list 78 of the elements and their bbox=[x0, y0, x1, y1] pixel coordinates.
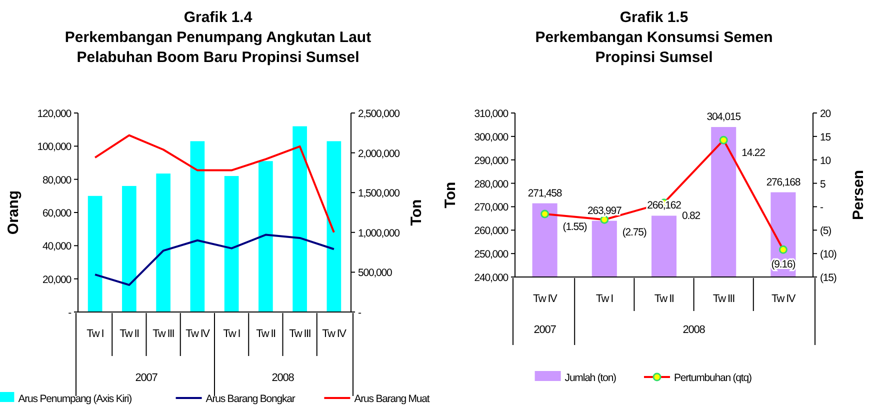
data-label: (1.55) bbox=[562, 220, 587, 233]
y2-tick-label: - bbox=[358, 307, 362, 319]
x-tick-label: Tw III bbox=[712, 293, 736, 305]
x-tick-label: Tw III bbox=[152, 328, 175, 340]
data-label: 304,015 bbox=[706, 111, 742, 124]
y2-tick-label: (10) bbox=[820, 248, 836, 261]
y2-tick-label: 2,500,000 bbox=[358, 108, 400, 120]
x-tick-label: Tw I bbox=[223, 328, 241, 340]
data-label: 14.22 bbox=[742, 147, 766, 160]
text: 2007 bbox=[135, 372, 158, 384]
chart-subtitle: Perkembangan Penumpang Angkutan Laut Pelabuhan Boom Baru Propinsi Sumsel bbox=[64, 29, 372, 66]
y-tick-label: 20,000 bbox=[42, 274, 72, 286]
x-tick-label: Tw IV bbox=[533, 293, 558, 305]
legend-label: Arus Penumpang (Axis Kiri) bbox=[18, 393, 132, 405]
y2-tick-label: 5 bbox=[820, 178, 826, 190]
line-series bbox=[94, 134, 335, 234]
data-label: 271,458 bbox=[528, 187, 562, 200]
x-tick-label: Tw IV bbox=[322, 328, 348, 340]
data-label: (9.16) bbox=[771, 258, 796, 271]
y-tick-label: 280,000 bbox=[474, 178, 509, 190]
y2-tick-label: - bbox=[820, 202, 824, 214]
x-tick-label: Tw II bbox=[654, 293, 674, 305]
y-tick-label: 60,000 bbox=[42, 208, 72, 220]
x-tick-label: Tw IV bbox=[771, 293, 796, 305]
bar bbox=[190, 141, 205, 312]
chart-title: Grafik 1.5 bbox=[620, 9, 688, 26]
y-tick-label: 290,000 bbox=[474, 154, 509, 167]
x-tick-label: Tw II bbox=[256, 328, 276, 340]
bar bbox=[122, 186, 136, 312]
data-label: (2.75) bbox=[622, 226, 646, 239]
x-tick-label: Tw I bbox=[86, 328, 104, 340]
chart-title: Grafik 1.4 bbox=[184, 9, 253, 26]
y2-tick-label: (15) bbox=[820, 272, 836, 284]
y2-tick-label: 1,000,000 bbox=[358, 227, 400, 240]
chart-subtitle: Perkembangan Konsumsi Semen Propinsi Sumsel bbox=[535, 29, 773, 66]
legend-label: Pertumbuhan (qtq) bbox=[674, 372, 752, 384]
y-tick-label: - bbox=[68, 307, 72, 319]
y-tick-label: 270,000 bbox=[474, 202, 509, 214]
x-tick-label: Tw III bbox=[289, 328, 312, 340]
bar bbox=[258, 161, 273, 312]
text: 2008 bbox=[682, 324, 706, 336]
y2-tick-label: (5) bbox=[820, 225, 832, 238]
y2-axis-title: Persen bbox=[850, 170, 867, 220]
y-tick-label: 250,000 bbox=[474, 248, 509, 261]
y-tick-label: 310,000 bbox=[474, 108, 509, 120]
legend-label: Arus Barang Bongkar bbox=[206, 393, 296, 405]
text: 2008 bbox=[272, 372, 294, 384]
bar bbox=[292, 126, 307, 312]
x-tick-label: Tw I bbox=[596, 293, 614, 305]
bar bbox=[326, 141, 342, 312]
y-tick-label: 80,000 bbox=[42, 174, 72, 186]
bar bbox=[88, 196, 102, 312]
line-series bbox=[94, 234, 335, 286]
y2-tick-label: 500,000 bbox=[358, 267, 393, 280]
bar bbox=[224, 176, 239, 312]
y-tick-label: 240,000 bbox=[474, 272, 509, 284]
y-tick-label: 120,000 bbox=[37, 108, 72, 120]
y2-tick-label: 15 bbox=[820, 131, 832, 144]
y2-tick-label: 10 bbox=[820, 154, 832, 167]
y2-tick-label: 1,500,000 bbox=[358, 188, 400, 200]
text: 2007 bbox=[534, 324, 556, 336]
legend-label: Arus Barang Muat bbox=[354, 393, 430, 405]
y-axis-title: Orang bbox=[5, 190, 22, 235]
y-tick-label: 40,000 bbox=[42, 240, 72, 253]
y2-tick-label: 20 bbox=[820, 108, 832, 120]
y-axis-title: Ton bbox=[442, 182, 459, 208]
y-tick-label: 100,000 bbox=[37, 141, 72, 154]
y2-tick-label: 2,000,000 bbox=[358, 148, 400, 160]
y-tick-label: 300,000 bbox=[474, 131, 509, 144]
data-label: 263,997 bbox=[588, 204, 622, 217]
x-tick-label: Tw IV bbox=[186, 328, 211, 340]
y2-axis-title: Ton bbox=[408, 199, 425, 226]
data-label: 0.82 bbox=[682, 210, 701, 222]
y-tick-label: 260,000 bbox=[474, 225, 509, 238]
data-label: 276,168 bbox=[766, 176, 801, 188]
bar bbox=[156, 174, 170, 312]
legend-label: Jumlah (ton) bbox=[564, 372, 616, 384]
x-tick-label: Tw II bbox=[120, 328, 140, 340]
